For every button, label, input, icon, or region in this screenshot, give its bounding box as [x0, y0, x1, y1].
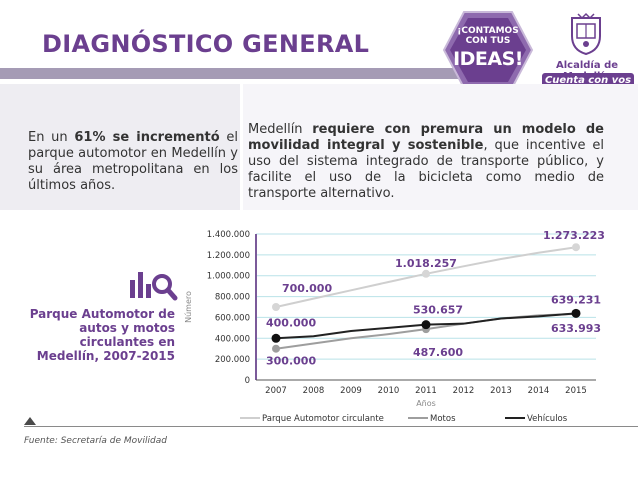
bar-chart-magnifier-icon: [128, 266, 178, 302]
left-text-post: el parque automotor en Medellín y su áre…: [28, 130, 238, 193]
y-axis-title: Número: [184, 291, 193, 323]
right-box-text: Medellín requiere con premura un modelo …: [248, 122, 604, 202]
y-tick-label: 600.000: [215, 313, 250, 323]
y-tick-label: 200.000: [215, 355, 250, 365]
badge-line3: IDEAS!: [453, 48, 523, 70]
series-marker-1: [272, 344, 280, 353]
legend-label-0: Parque Automotor circulante: [262, 414, 384, 424]
legend-label-2: Vehículos: [527, 414, 568, 424]
chart-side-label: Parque Automotor de autos y motos circul…: [18, 307, 175, 363]
series-marker-0: [272, 303, 280, 311]
badge-line1: ¡CONTAMOS: [457, 26, 519, 36]
data-label: 639.231: [551, 293, 601, 306]
series-marker-2: [421, 320, 431, 330]
title-accent-bar: [0, 68, 500, 79]
data-label: 530.657: [413, 304, 463, 317]
right-text-pre: Medellín: [248, 122, 313, 137]
side-label-line4: Medellín, 2007-2015: [36, 349, 175, 363]
side-label-line1: Parque Automotor de: [29, 307, 175, 321]
data-label: 300.000: [266, 355, 316, 368]
triangle-marker-icon: [24, 417, 36, 425]
x-tick-label: 2007: [265, 386, 287, 396]
data-label: 400.000: [266, 316, 316, 329]
left-text-pre: En un: [28, 130, 75, 145]
series-marker-0: [422, 269, 430, 278]
series-marker-2: [271, 333, 281, 343]
crest-icon: [571, 12, 601, 56]
info-box-right: [240, 84, 638, 210]
y-tick-label: 1.400.000: [207, 230, 250, 240]
side-label-line2: autos y motos: [79, 321, 175, 335]
data-label: 700.000: [282, 282, 332, 295]
y-tick-label: 800.000: [215, 293, 250, 303]
data-label: 1.273.223: [543, 229, 605, 242]
series-marker-2: [571, 308, 581, 318]
y-tick-label: 400.000: [215, 334, 250, 344]
x-tick-label: 2012: [453, 386, 475, 396]
data-label: 1.018.257: [395, 257, 457, 270]
left-text-bold: 61% se incrementó: [74, 130, 220, 145]
y-tick-label: 1.000.000: [207, 272, 250, 282]
y-tick-label: 0: [245, 376, 250, 386]
x-tick-label: 2014: [528, 386, 550, 396]
left-box-text: En un 61% se incrementó el parque automo…: [28, 130, 238, 194]
y-tick-label: 1.200.000: [207, 251, 250, 261]
x-tick-label: 2008: [303, 386, 325, 396]
x-axis-title: Años: [416, 399, 436, 408]
info-box-left: [0, 84, 240, 210]
series-marker-0: [572, 243, 580, 252]
footer-divider: [24, 426, 638, 427]
x-tick-label: 2013: [490, 386, 512, 396]
legend-label-1: Motos: [430, 414, 456, 424]
page-title: DIAGNÓSTICO GENERAL: [42, 30, 370, 58]
x-tick-label: 2010: [378, 386, 400, 396]
x-tick-label: 2015: [565, 386, 587, 396]
right-text-bold: requiere con premura un modelo de movili…: [248, 122, 604, 153]
data-label: 487.600: [413, 346, 463, 359]
right-text-post: , que incentive el uso del sistema integ…: [248, 138, 604, 201]
data-label: 633.993: [551, 322, 601, 335]
badge-line2: CON TUS: [465, 36, 511, 46]
contamos-badge: ¡CONTAMOS CON TUS IDEAS!: [442, 10, 534, 90]
side-label-line3: circulantes en: [79, 335, 175, 349]
source-note: Fuente: Secretaría de Movilidad: [24, 436, 167, 446]
x-tick-label: 2009: [340, 386, 362, 396]
x-tick-label: 2011: [415, 386, 437, 396]
